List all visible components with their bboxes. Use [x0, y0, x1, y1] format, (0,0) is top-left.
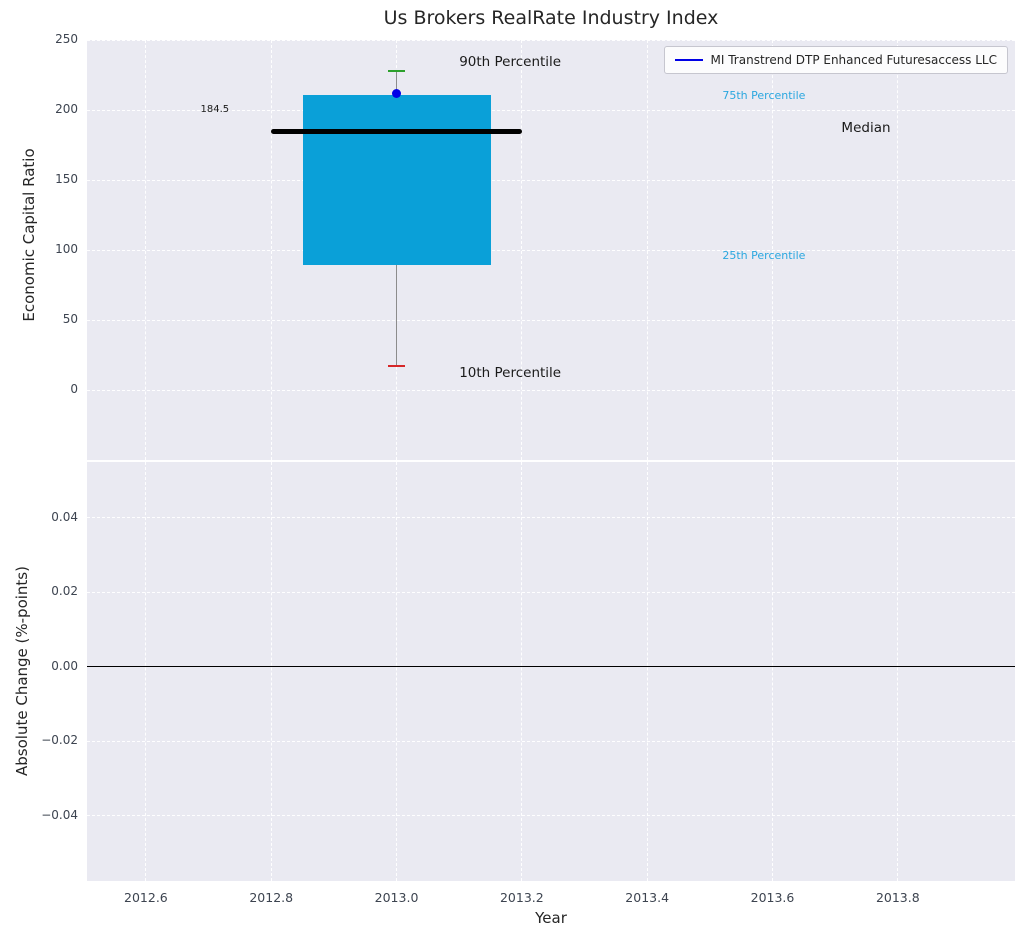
p10-cap — [388, 365, 405, 368]
gridline-x — [145, 40, 147, 460]
gridline-x — [521, 462, 523, 881]
gridline-y — [87, 319, 1015, 321]
x-tick-label: 2013.8 — [875, 890, 920, 905]
x-tick-label: 2012.8 — [249, 890, 294, 905]
y-tick-label: 0.00 — [51, 658, 78, 673]
y-tick-label: 0.04 — [51, 509, 78, 524]
axes-top: 90th Percentile 75th Percentile Median 25th… — [87, 40, 1015, 460]
gridline-x — [521, 40, 523, 460]
gridline-x — [396, 462, 398, 881]
x-axis-label: Year — [535, 909, 567, 927]
median-line — [271, 129, 522, 135]
gridline-x — [646, 40, 648, 460]
x-tick-label: 2013.2 — [499, 890, 544, 905]
x-tick-label: 2012.6 — [124, 890, 168, 905]
gridline-x — [772, 462, 773, 881]
gridline-x — [772, 40, 773, 460]
annotation: 10th Percentile — [459, 364, 562, 381]
y-tick-label: 150 — [55, 172, 78, 186]
y-tick-label: 100 — [55, 242, 78, 256]
gridline-x — [270, 462, 272, 881]
gridline-y — [87, 389, 1015, 391]
legend: MI Transtrend DTP Enhanced Futuresaccess… — [663, 46, 1008, 74]
y-tick-label: 250 — [55, 32, 78, 46]
zero-line — [87, 666, 1015, 668]
gridline-y — [87, 815, 1015, 817]
y-tick-label: 0 — [70, 382, 78, 396]
y-tick-label: −0.04 — [41, 807, 78, 822]
gridline-x — [270, 40, 272, 460]
gridline-y — [87, 179, 1015, 181]
annotation: 90th Percentile — [459, 54, 562, 71]
p90-cap — [388, 69, 405, 72]
annotation: 184.5 — [200, 104, 230, 116]
x-tick-label: 2013.6 — [750, 890, 795, 905]
x-tick-label: 2013.0 — [374, 890, 419, 905]
chart-title: Us Brokers RealRate Industry Index — [383, 7, 719, 29]
gridline-y — [87, 517, 1015, 519]
annotation: Median — [841, 119, 891, 136]
gridline-y — [87, 591, 1015, 593]
iqr-box — [302, 94, 491, 266]
annotation: 25th Percentile — [722, 249, 806, 263]
y-tick-label: −0.02 — [41, 733, 78, 748]
annotation: 75th Percentile — [722, 89, 806, 103]
y-tick-label: 50 — [62, 312, 78, 326]
axes-bottom — [87, 462, 1015, 881]
gridline-x — [897, 462, 899, 881]
gridline-y — [87, 109, 1015, 111]
gridline-y — [87, 740, 1015, 742]
gridline-x — [897, 40, 899, 460]
gridline-y — [87, 249, 1015, 251]
legend-label: MI Transtrend DTP Enhanced Futuresaccess… — [710, 53, 997, 67]
y-tick-label: 0.02 — [51, 584, 78, 599]
gridline-x — [646, 462, 648, 881]
legend-line-sample — [674, 59, 703, 61]
gridline-y — [87, 40, 1015, 41]
company-marker — [392, 88, 402, 98]
gridline-x — [145, 462, 147, 881]
x-tick-label: 2013.4 — [625, 890, 670, 905]
y-tick-label: 200 — [55, 102, 78, 116]
